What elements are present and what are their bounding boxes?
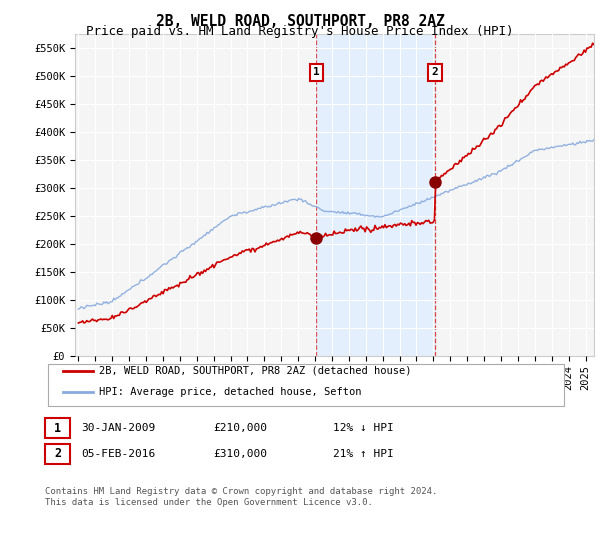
Text: 12% ↓ HPI: 12% ↓ HPI <box>333 423 394 433</box>
Text: HPI: Average price, detached house, Sefton: HPI: Average price, detached house, Seft… <box>99 387 361 397</box>
Text: 2B, WELD ROAD, SOUTHPORT, PR8 2AZ (detached house): 2B, WELD ROAD, SOUTHPORT, PR8 2AZ (detac… <box>99 366 412 376</box>
Text: 1: 1 <box>313 67 320 77</box>
Text: 21% ↑ HPI: 21% ↑ HPI <box>333 449 394 459</box>
Text: Contains HM Land Registry data © Crown copyright and database right 2024.
This d: Contains HM Land Registry data © Crown c… <box>45 487 437 507</box>
Text: £210,000: £210,000 <box>213 423 267 433</box>
Text: 30-JAN-2009: 30-JAN-2009 <box>81 423 155 433</box>
Text: £310,000: £310,000 <box>213 449 267 459</box>
Text: 2B, WELD ROAD, SOUTHPORT, PR8 2AZ: 2B, WELD ROAD, SOUTHPORT, PR8 2AZ <box>155 14 445 29</box>
Text: Price paid vs. HM Land Registry's House Price Index (HPI): Price paid vs. HM Land Registry's House … <box>86 25 514 38</box>
Bar <box>316 34 435 356</box>
Text: 1: 1 <box>54 422 61 435</box>
Text: 05-FEB-2016: 05-FEB-2016 <box>81 449 155 459</box>
Text: 2: 2 <box>432 67 439 77</box>
Text: 2: 2 <box>54 447 61 460</box>
